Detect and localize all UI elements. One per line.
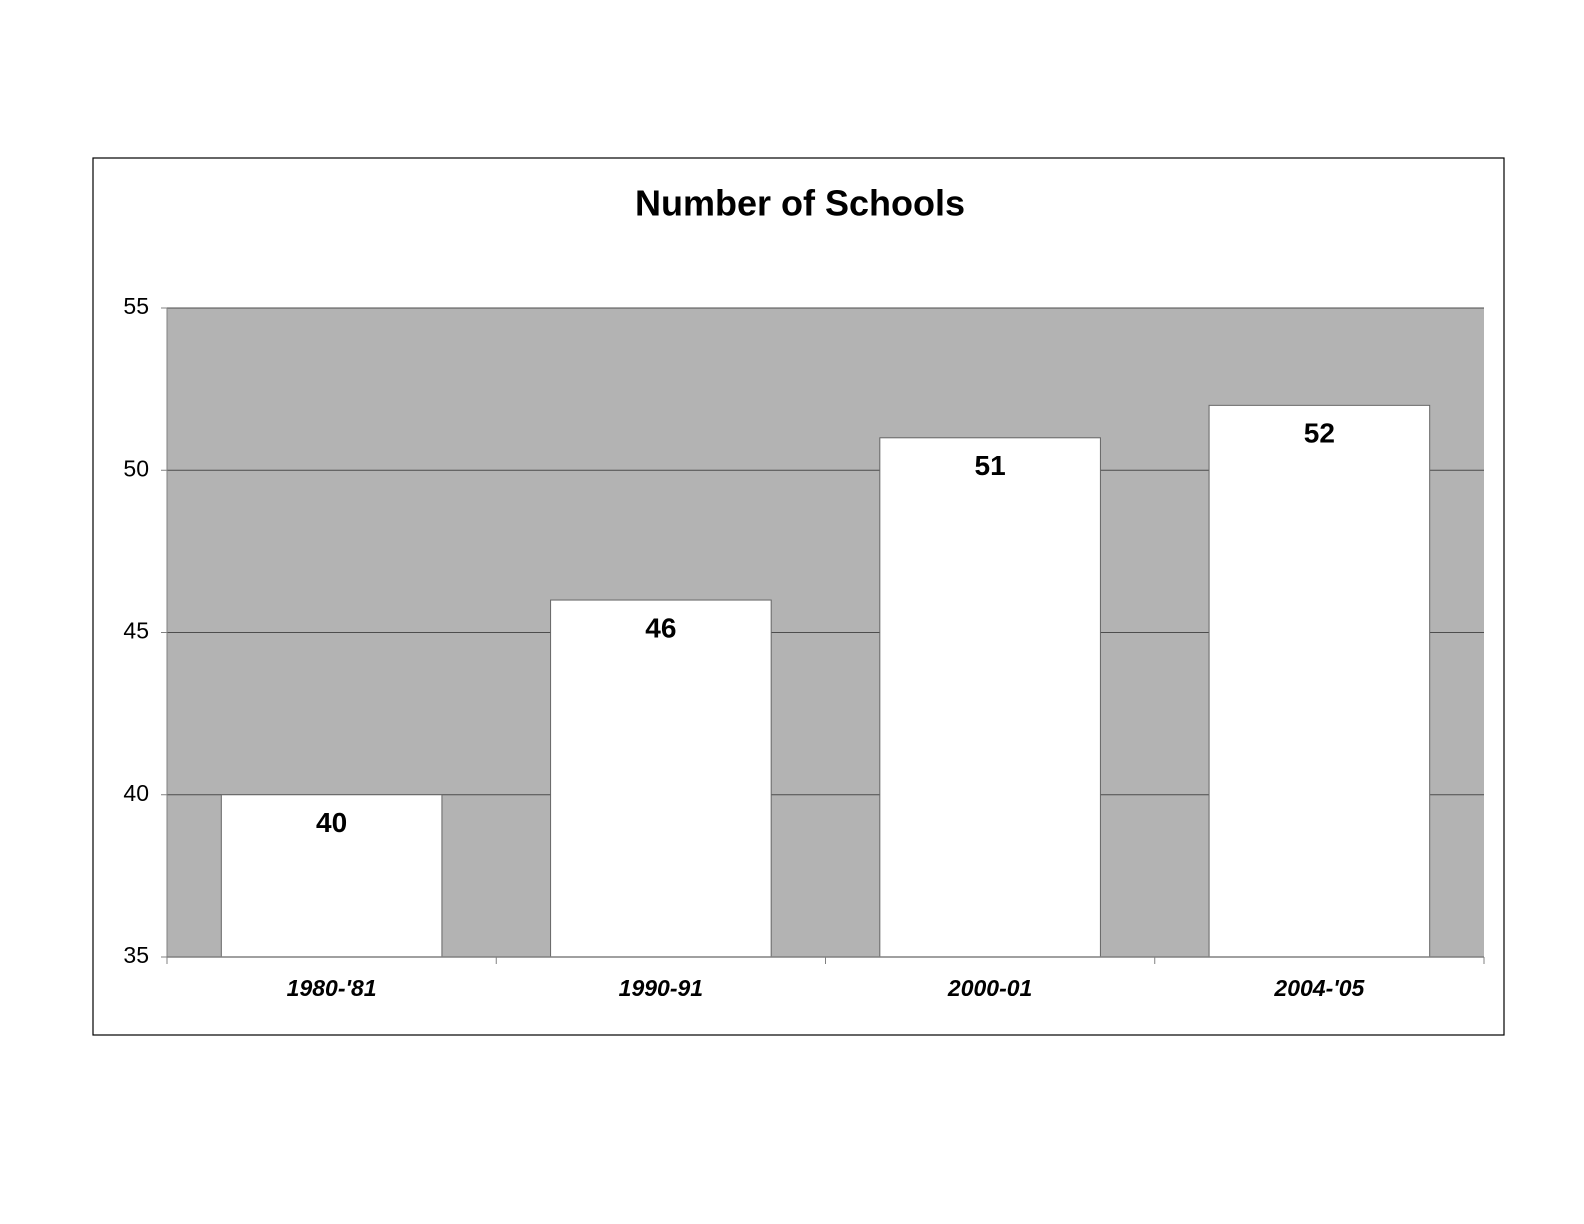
y-tick-label: 50 — [123, 455, 149, 481]
y-tick-label: 40 — [123, 780, 149, 806]
bar — [220, 794, 443, 958]
x-tick-label: 2000-01 — [947, 975, 1032, 1001]
bar — [879, 437, 1101, 958]
x-tick-label: 1980-'81 — [287, 975, 377, 1001]
data-label: 40 — [316, 807, 347, 838]
data-label: 51 — [975, 450, 1006, 481]
x-tick-label: 2004-'05 — [1273, 975, 1365, 1001]
bar — [550, 599, 772, 958]
y-tick-label: 45 — [123, 618, 149, 644]
y-tick-label: 35 — [123, 942, 149, 968]
data-label: 52 — [1304, 418, 1335, 449]
data-label: 46 — [645, 612, 676, 643]
y-tick-label: 55 — [123, 293, 149, 319]
x-tick-label: 1990-91 — [619, 975, 703, 1001]
chart-title: Number of Schools — [635, 183, 965, 224]
bar — [1208, 404, 1431, 958]
